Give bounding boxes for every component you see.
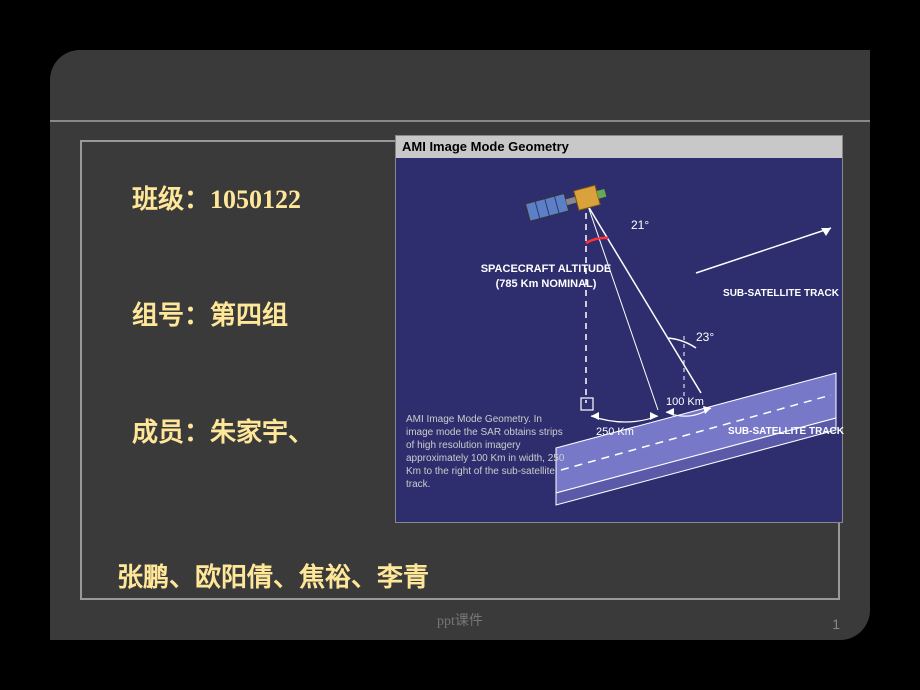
- geometry-diagram: AMI Image Mode Geometry: [395, 135, 843, 523]
- altitude-label2: (785 Km NOMINAL): [456, 278, 636, 290]
- group-label: 组号：第四组: [132, 298, 314, 334]
- diagram-title: AMI Image Mode Geometry: [396, 136, 842, 158]
- page-number: 1: [832, 616, 840, 632]
- dist2-label: 100 Km: [666, 396, 704, 408]
- members-line1: 成员：朱家宇、: [132, 415, 314, 451]
- members-line2: 张鹏、欧阳倩、焦裕、李青: [117, 557, 429, 594]
- text-block: 班级：1050122 组号：第四组 成员：朱家宇、: [132, 182, 314, 451]
- altitude-label1: SPACECRAFT ALTITUDE: [456, 263, 636, 275]
- track-label2: SUB-SATELLITE TRACK: [726, 426, 846, 437]
- footer-text: ppt课件: [50, 610, 870, 630]
- diagram-description: AMI Image Mode Geometry. In image mode t…: [406, 413, 566, 491]
- divider: [50, 120, 870, 122]
- angle2-label: 23°: [696, 330, 714, 344]
- class-label: 班级：1050122: [132, 182, 314, 218]
- angle1-label: 21°: [631, 218, 649, 232]
- dist1-label: 250 Km: [596, 426, 634, 438]
- track-label1: SUB-SATELLITE TRACK: [716, 288, 846, 299]
- diagram-body: 21° SPACECRAFT ALTITUDE (785 Km NOMINAL)…: [396, 158, 842, 522]
- slide-body: 班级：1050122 组号：第四组 成员：朱家宇、 张鹏、欧阳倩、焦裕、李青 A…: [50, 50, 870, 640]
